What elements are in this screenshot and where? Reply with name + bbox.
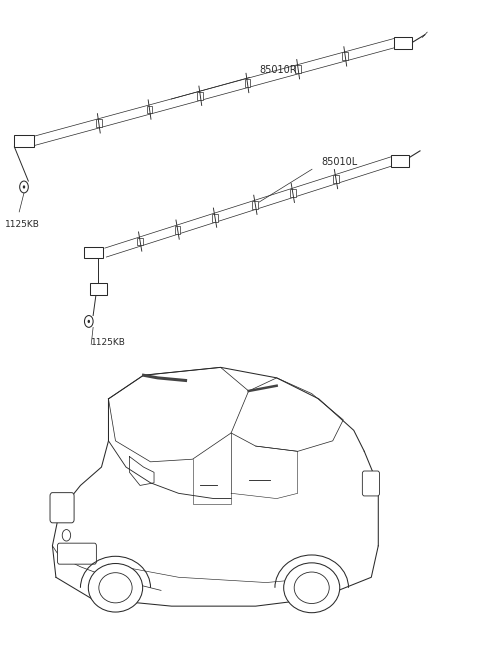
Bar	[295, 66, 301, 73]
Bar	[84, 247, 103, 258]
Bar	[175, 226, 180, 234]
Ellipse shape	[99, 573, 132, 603]
Bar	[333, 175, 339, 183]
Text: 1125KB: 1125KB	[5, 220, 40, 229]
Bar	[147, 106, 153, 113]
Circle shape	[23, 185, 25, 189]
Circle shape	[84, 316, 93, 327]
Bar	[290, 189, 296, 197]
Ellipse shape	[88, 564, 143, 612]
Text: 85010R: 85010R	[259, 66, 297, 75]
Circle shape	[20, 181, 28, 193]
Bar	[137, 237, 143, 245]
FancyBboxPatch shape	[362, 471, 380, 496]
Bar	[197, 92, 203, 100]
FancyBboxPatch shape	[58, 543, 96, 564]
Bar	[342, 52, 348, 60]
Bar	[394, 37, 412, 49]
Bar	[244, 79, 250, 87]
Bar	[90, 283, 107, 295]
Bar	[252, 201, 258, 209]
Bar	[391, 155, 409, 167]
Circle shape	[62, 529, 71, 541]
Text: 85010L: 85010L	[322, 157, 358, 167]
Text: 1125KB: 1125KB	[91, 338, 126, 347]
Ellipse shape	[294, 572, 329, 604]
FancyBboxPatch shape	[50, 493, 74, 523]
Bar	[96, 119, 102, 127]
Ellipse shape	[284, 563, 340, 613]
Bar	[212, 214, 218, 222]
Bar	[14, 135, 34, 147]
Circle shape	[87, 319, 90, 323]
